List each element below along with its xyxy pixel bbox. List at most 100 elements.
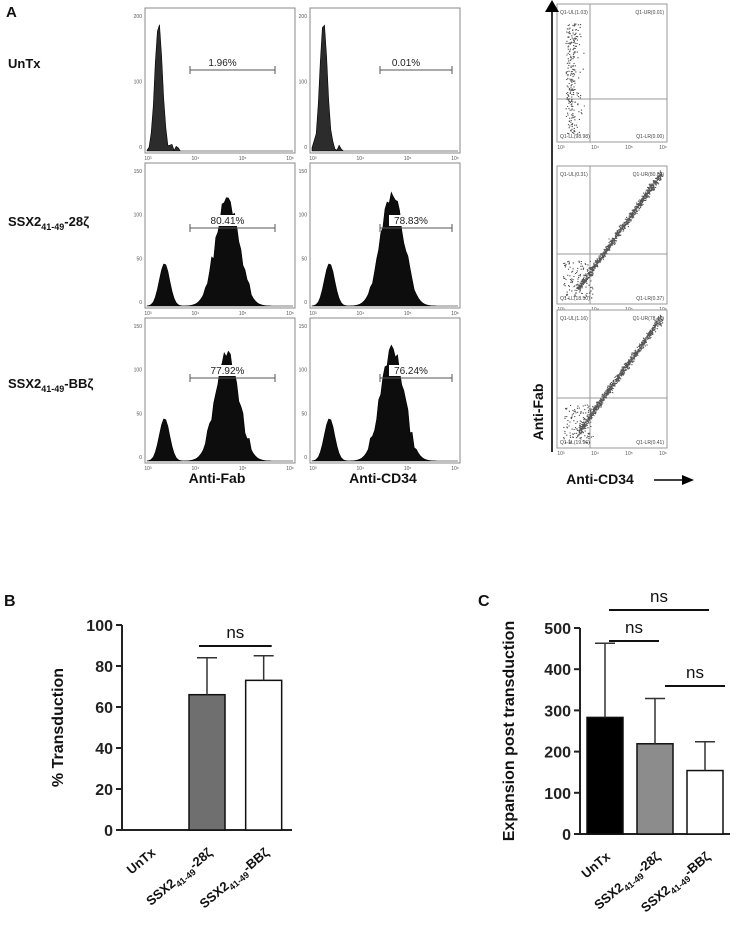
y-tick-label: 500 <box>544 621 571 638</box>
y-axis-label: % Transduction <box>50 668 67 787</box>
scatter-plot-0: Q1-UL(1.03) Q1-UR(0.01) Q1-LL(98.98) Q1-LR(… <box>556 3 668 151</box>
hist-ytick: 50 <box>301 411 307 417</box>
row-label-0: UnTx <box>8 56 41 71</box>
hist-xtick: 10⁴ <box>191 466 199 472</box>
scatter-xtick: 10⁶ <box>659 145 667 151</box>
quad-label-ul: Q1-UL(1.16) <box>560 316 588 322</box>
hist-xtick: 10⁴ <box>191 311 199 317</box>
gate-percentage: 80.41% <box>211 216 245 227</box>
scatter-dots <box>565 23 585 135</box>
hist-ytick: 100 <box>299 368 308 374</box>
gate-percentage: 78.83% <box>394 216 428 227</box>
y-tick-label: 100 <box>86 618 113 635</box>
bar-chart-1: 0 100 200 300 400 500 Expansion post transduct… <box>501 587 730 915</box>
significance-label: ns <box>686 663 704 682</box>
scatter-dots <box>563 170 663 300</box>
hist-ytick: 50 <box>136 411 142 417</box>
hist-xtick: 10⁶ <box>451 311 459 317</box>
panel-a-label: A <box>6 4 17 21</box>
hist-xtick: 10⁵ <box>239 466 247 472</box>
hist-ytick: 150 <box>134 324 143 330</box>
hist-xtick: 10³ <box>144 311 152 317</box>
hist-ytick: 200 <box>299 14 308 20</box>
category-label-0: UnTx <box>578 848 613 881</box>
hist-ytick: 150 <box>299 324 308 330</box>
panel-c-label: C <box>478 593 490 610</box>
quad-label-ul: Q1-UL(1.03) <box>560 10 588 16</box>
hist-xtick: 10⁵ <box>239 311 247 317</box>
hist-ytick: 150 <box>134 169 143 175</box>
hist-xtick: 10³ <box>144 466 152 472</box>
y-tick-label: 300 <box>544 703 571 720</box>
scatter-ylabel: Anti-Fab <box>530 384 546 441</box>
significance-label: ns <box>650 587 668 606</box>
scatter-xtick: 10⁵ <box>625 145 633 151</box>
y-tick-label: 400 <box>544 662 571 679</box>
bar-2 <box>244 679 283 831</box>
y-tick-label: 80 <box>95 659 113 676</box>
hist-xtick: 10⁵ <box>239 156 247 162</box>
hist-xtick: 10⁵ <box>404 466 412 472</box>
hist-xtick: 10⁶ <box>286 156 294 162</box>
gate-percentage: 1.96% <box>208 58 236 69</box>
row-label-1: SSX241-49-28ζ <box>8 214 89 232</box>
quad-label-ll: Q1-LL(19.96) <box>560 440 590 446</box>
hist-xtick: 10⁶ <box>286 466 294 472</box>
hist-xtick: 10³ <box>144 156 152 162</box>
quad-label-ul: Q1-UL(0.31) <box>560 172 588 178</box>
gate-label-bg <box>389 365 433 376</box>
histogram-density <box>311 191 458 307</box>
scatter-xtick: 10³ <box>557 145 565 151</box>
hist-xtick: 10⁶ <box>451 156 459 162</box>
y-tick-label: 60 <box>95 700 113 717</box>
significance-label: ns <box>226 623 244 642</box>
quad-label-ll: Q1-LL(18.50) <box>560 296 590 302</box>
hist-ytick: 0 <box>139 145 142 151</box>
quad-label-ur: Q1-UR(78.47) <box>633 316 665 322</box>
panel-b-label: B <box>4 593 16 610</box>
histogram-density <box>311 24 458 152</box>
y-axis-arrow-head <box>545 0 559 12</box>
quad-label-lr: Q1-LR(0.37) <box>636 296 664 302</box>
gate-percentage: 77.92% <box>211 366 245 377</box>
scatter-xtick: 10⁴ <box>591 145 599 151</box>
hist-ytick: 0 <box>139 300 142 306</box>
gate-label-bg <box>389 215 433 226</box>
quad-label-ur: Q1-UR(80.83) <box>633 172 665 178</box>
y-tick-label: 0 <box>562 827 571 844</box>
gate-label-bg <box>205 215 250 226</box>
hist-xtick: 10⁴ <box>191 156 199 162</box>
scatter-dots <box>563 314 664 444</box>
hist-xtick: 10⁴ <box>356 466 364 472</box>
significance-label: ns <box>625 618 643 637</box>
histogram-frame <box>144 7 296 154</box>
hist-xtick: 10⁵ <box>404 156 412 162</box>
hist-xtick: 10³ <box>309 156 317 162</box>
quad-label-ll: Q1-LL(98.98) <box>560 134 590 140</box>
hist-ytick: 0 <box>304 455 307 461</box>
hist-xtick: 10³ <box>309 466 317 472</box>
scatter-xtick: 10⁵ <box>625 451 633 457</box>
hist-xlabel-fab: Anti-Fab <box>189 470 246 486</box>
hist-ytick: 150 <box>299 169 308 175</box>
scatter-plot-2: Q1-UL(1.16) Q1-UR(78.47) Q1-LL(19.96) Q1-LR… <box>556 309 668 457</box>
y-tick-label: 100 <box>544 786 571 803</box>
scatter-xtick: 10⁶ <box>659 451 667 457</box>
bar-2 <box>686 769 724 835</box>
hist-ytick: 100 <box>134 368 143 374</box>
hist-ytick: 0 <box>304 300 307 306</box>
scatter-xlabel: Anti-CD34 <box>566 471 634 487</box>
hist-ytick: 100 <box>299 80 308 86</box>
x-axis-arrow-head <box>682 475 694 485</box>
y-axis-label: Expansion post transduction <box>501 621 518 841</box>
quad-label-lr: Q1-LR(0.00) <box>636 134 664 140</box>
histogram-density <box>311 344 458 462</box>
scatter-xtick: 10⁴ <box>591 451 599 457</box>
quad-label-ur: Q1-UR(0.01) <box>635 10 664 16</box>
quad-label-lr: Q1-LR(0.41) <box>636 440 664 446</box>
